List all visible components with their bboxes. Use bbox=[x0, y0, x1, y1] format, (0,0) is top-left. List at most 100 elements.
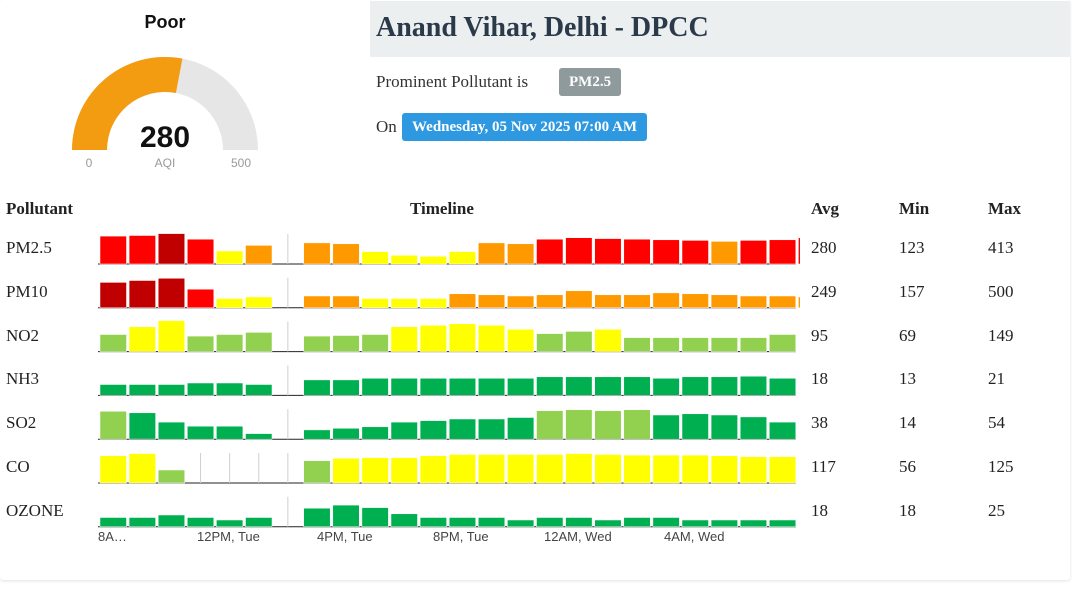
timeline-bar bbox=[769, 378, 797, 396]
timeline-bar bbox=[681, 454, 709, 484]
timeline-bar bbox=[507, 454, 535, 484]
pollutant-min: 18 bbox=[899, 501, 916, 520]
pollutant-avg: 38 bbox=[811, 413, 828, 432]
timeline-bar bbox=[594, 294, 622, 309]
timeline-bar bbox=[448, 323, 476, 352]
timeline-bar bbox=[245, 517, 273, 528]
timeline-bar bbox=[390, 513, 418, 528]
timeline-bar bbox=[303, 335, 331, 352]
timeline-bar bbox=[478, 294, 506, 309]
timeline-bar bbox=[710, 241, 738, 265]
timeline-bar bbox=[478, 378, 506, 396]
timeline-bar bbox=[448, 418, 476, 440]
timeline-bar bbox=[769, 239, 797, 265]
timeline-bar bbox=[361, 334, 389, 352]
timeline-bar bbox=[536, 454, 564, 484]
pollutant-avg: 280 bbox=[811, 238, 837, 257]
pollutant-max: 149 bbox=[988, 326, 1014, 345]
timeline-bar bbox=[594, 329, 622, 352]
pollutant-min: 157 bbox=[899, 282, 925, 301]
timeline-bar bbox=[303, 429, 331, 440]
timeline-bar bbox=[187, 238, 215, 265]
timeline-bar bbox=[332, 243, 360, 265]
timeline-bar bbox=[390, 421, 418, 440]
timeline-bar bbox=[623, 454, 651, 484]
prominent-pollutant-badge: PM2.5 bbox=[559, 68, 622, 96]
timeline-bar bbox=[652, 414, 680, 440]
timeline-bar bbox=[390, 378, 418, 396]
timeline-bar bbox=[448, 378, 476, 396]
timeline-bar bbox=[448, 251, 476, 265]
pollutant-avg: 18 bbox=[811, 501, 828, 520]
x-tick-0: 8A… bbox=[98, 529, 127, 544]
pollutant-avg: 95 bbox=[811, 326, 828, 345]
timeline-bar bbox=[739, 519, 767, 528]
timeline-bar bbox=[798, 237, 800, 265]
timeline-bar bbox=[448, 293, 476, 309]
timeline-bar bbox=[157, 384, 185, 396]
timeline-bar bbox=[478, 517, 506, 528]
timeline-bar bbox=[187, 517, 215, 528]
timeline-bar bbox=[565, 290, 593, 309]
timeline-bar bbox=[157, 278, 185, 308]
pollutant-name: PM2.5 bbox=[6, 238, 52, 257]
timeline-bar bbox=[99, 455, 127, 484]
timeline-bar bbox=[128, 453, 156, 484]
pollutant-avg: 249 bbox=[811, 282, 837, 301]
timeline-bar bbox=[710, 376, 738, 396]
timeline-bar bbox=[128, 384, 156, 396]
timeline-bar bbox=[652, 517, 680, 528]
timeline-bar bbox=[361, 251, 389, 265]
timeline-bar bbox=[361, 378, 389, 396]
date-on-label: On bbox=[376, 117, 397, 136]
timeline-bar bbox=[128, 326, 156, 352]
timeline-bar bbox=[157, 514, 185, 528]
timeline-bar bbox=[739, 456, 767, 484]
date-badge: Wednesday, 05 Nov 2025 07:00 AM bbox=[402, 113, 648, 141]
timeline-bar bbox=[652, 337, 680, 352]
timeline-bar bbox=[623, 337, 651, 352]
timeline-bar bbox=[536, 294, 564, 309]
timeline-bar bbox=[303, 460, 331, 484]
header-min: Min bbox=[899, 199, 930, 218]
timeline-bar bbox=[594, 238, 622, 265]
timeline-bar bbox=[681, 293, 709, 309]
timeline-bar bbox=[507, 417, 535, 440]
timeline-bar bbox=[507, 378, 535, 396]
timeline-bar bbox=[652, 239, 680, 265]
timeline-bar bbox=[419, 325, 447, 352]
timeline-bar bbox=[536, 517, 564, 528]
pollutant-name: OZONE bbox=[6, 501, 64, 520]
timeline-bar bbox=[216, 334, 244, 352]
timeline-bar bbox=[623, 376, 651, 396]
timeline-bar bbox=[652, 454, 680, 484]
timeline-bar bbox=[332, 379, 360, 396]
timeline-bar bbox=[128, 280, 156, 309]
timeline-bar bbox=[332, 295, 360, 309]
timeline-bar bbox=[187, 425, 215, 440]
timeline-bar bbox=[216, 425, 244, 440]
pollutant-max: 21 bbox=[988, 369, 1005, 388]
timeline-bar bbox=[594, 410, 622, 440]
x-tick-4: 12AM, Wed bbox=[544, 529, 612, 544]
timeline-bar bbox=[419, 298, 447, 309]
timeline-bar bbox=[157, 421, 185, 440]
timeline-bar bbox=[710, 455, 738, 484]
timeline-bar bbox=[710, 519, 738, 528]
timeline-bar bbox=[128, 517, 156, 528]
timeline-bar bbox=[332, 428, 360, 440]
timeline-bar bbox=[769, 519, 797, 528]
timeline-bar bbox=[565, 453, 593, 484]
x-tick-5: 4AM, Wed bbox=[664, 529, 725, 544]
timeline-bar bbox=[739, 295, 767, 309]
timeline-bar bbox=[303, 507, 331, 528]
pollutant-min: 69 bbox=[899, 326, 916, 345]
timeline-bar bbox=[681, 519, 709, 528]
aqi-gauge: 280 AQI 0 500 bbox=[71, 56, 258, 170]
timeline-bar bbox=[739, 337, 767, 352]
timeline-bar bbox=[216, 250, 244, 265]
timeline-bar bbox=[245, 332, 273, 352]
timeline-bar bbox=[681, 413, 709, 440]
timeline-bar bbox=[448, 517, 476, 528]
timeline-bar bbox=[419, 378, 447, 396]
